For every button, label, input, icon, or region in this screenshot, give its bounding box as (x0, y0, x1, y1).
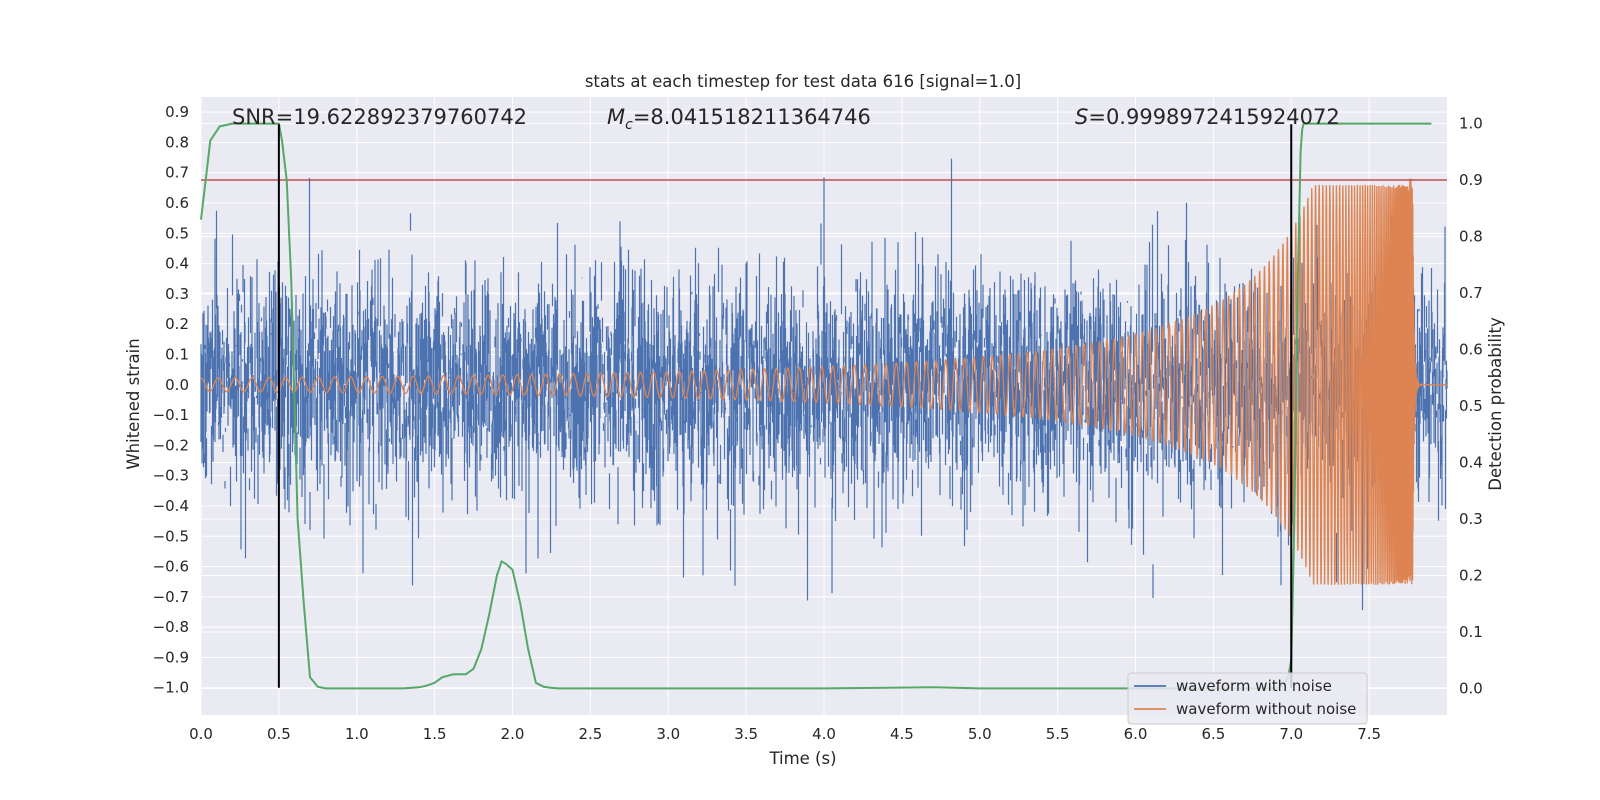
x-tick-label: 5.5 (1046, 725, 1070, 743)
y-tick-label: 0.7 (165, 164, 189, 182)
y2-tick-label: 0.8 (1459, 228, 1483, 246)
y2-tick-label: 0.3 (1459, 510, 1483, 528)
y2-tick-label: 0.2 (1459, 566, 1483, 584)
y-axis-label: Whitened strain (124, 338, 143, 469)
y2-tick-label: 0.5 (1459, 397, 1483, 415)
y-tick-label: −0.6 (153, 558, 189, 576)
chirp-mass-annotation: Mc=8.041518211364746 (607, 105, 871, 133)
chirp-mass-subscript: c (625, 117, 633, 133)
x-tick-label: 6.0 (1124, 725, 1148, 743)
x-tick-label: 0.0 (189, 725, 213, 743)
y-tick-label: −1.0 (153, 679, 189, 697)
y-tick-label: 0.8 (165, 133, 189, 151)
chirp-mass-symbol: M (607, 105, 625, 129)
y2-tick-label: 0.0 (1459, 679, 1483, 697)
y-tick-label: 0.9 (165, 103, 189, 121)
legend-label-noise: waveform with noise (1176, 677, 1332, 695)
x-tick-label: 4.5 (890, 725, 914, 743)
y-tick-label: 0.3 (165, 285, 189, 303)
y2-tick-label: 0.4 (1459, 453, 1483, 471)
x-tick-label: 7.5 (1357, 725, 1381, 743)
y2-axis-label: Detection probability (1486, 317, 1505, 491)
legend: waveform with noise waveform without noi… (1127, 672, 1368, 725)
snr-annotation: SNR=19.622892379760742 (232, 105, 527, 129)
x-tick-label: 2.5 (578, 725, 602, 743)
y2-tick-label: 0.1 (1459, 623, 1483, 641)
y-tick-label: 0.4 (165, 255, 189, 273)
y-tick-label: −0.8 (153, 618, 189, 636)
y-tick-label: −0.4 (153, 497, 189, 515)
legend-box (1127, 672, 1368, 725)
y-tick-label: 0.5 (165, 224, 189, 242)
x-tick-label: 7.0 (1279, 725, 1303, 743)
y2-tick-label: 0.6 (1459, 341, 1483, 359)
y2-tick-label: 0.9 (1459, 171, 1483, 189)
legend-label-clean: waveform without noise (1176, 700, 1356, 718)
y2-tick-label: 1.0 (1459, 115, 1483, 133)
series-waveform-without-noise (200, 184, 1447, 586)
chirp-mass-value: =8.041518211364746 (633, 105, 871, 129)
x-tick-label: 5.0 (968, 725, 992, 743)
y-tick-label: −0.2 (153, 436, 189, 454)
y2-tick-label: 0.7 (1459, 284, 1483, 302)
x-tick-label: 3.0 (656, 725, 680, 743)
y-tick-label: −0.1 (153, 406, 189, 424)
x-tick-label: 3.5 (734, 725, 758, 743)
y-tick-label: 0.0 (165, 376, 189, 394)
y-tick-label: 0.6 (165, 194, 189, 212)
y-tick-label: −0.9 (153, 648, 189, 666)
x-axis-label: Time (s) (768, 749, 836, 768)
score-value: =0.9998972415924072 (1088, 105, 1339, 129)
x-tick-label: 1.5 (423, 725, 447, 743)
x-tick-label: 1.0 (345, 725, 369, 743)
y-tick-label: 0.2 (165, 315, 189, 333)
x-tick-label: 2.0 (501, 725, 525, 743)
y-tick-label: −0.3 (153, 467, 189, 485)
y-tick-label: −0.5 (153, 527, 189, 545)
score-symbol: S (1075, 105, 1088, 129)
score-annotation: S=0.9998972415924072 (1075, 105, 1340, 129)
x-tick-label: 0.5 (267, 725, 291, 743)
x-tick-label: 6.5 (1201, 725, 1225, 743)
x-tick-label: 4.0 (812, 725, 836, 743)
y-tick-label: 0.1 (165, 346, 189, 364)
y-tick-label: −0.7 (153, 588, 189, 606)
chart-title: stats at each timestep for test data 616… (585, 72, 1021, 91)
